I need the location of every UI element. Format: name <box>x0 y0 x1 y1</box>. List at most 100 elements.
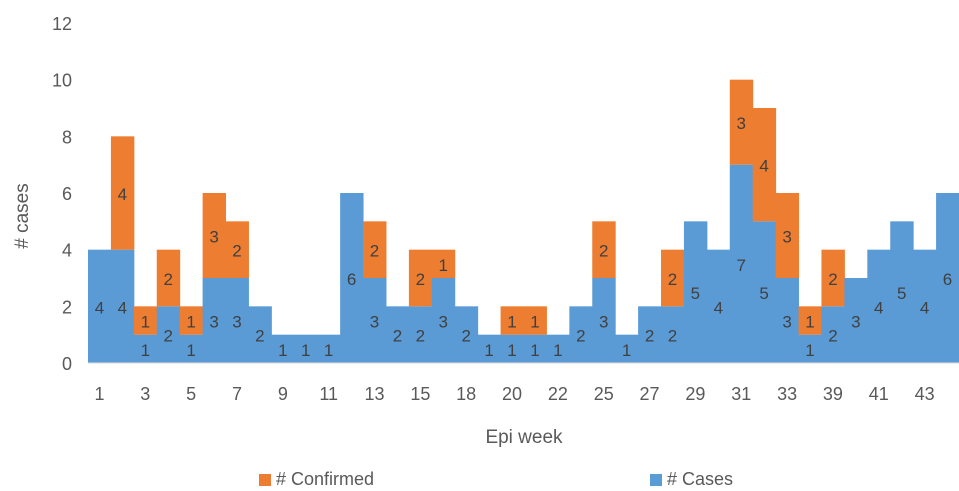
bar-cases <box>752 221 777 363</box>
data-label-cases: 1 <box>805 341 814 360</box>
x-tick-label: 9 <box>278 384 288 404</box>
bar-confirmed <box>592 221 616 278</box>
data-label-confirmed: 2 <box>599 242 608 261</box>
bar-cases <box>408 306 433 363</box>
data-label-cases: 3 <box>209 313 218 332</box>
data-label-cases: 3 <box>370 313 379 332</box>
data-label-cases: 4 <box>874 298 883 317</box>
x-axis-title: Epi week <box>485 427 563 448</box>
x-tick-label: 20 <box>502 384 522 404</box>
data-label-cases: 3 <box>599 313 608 332</box>
x-tick-label: 5 <box>186 384 196 404</box>
data-label-cases: 5 <box>691 284 700 303</box>
bar-confirmed <box>408 249 433 307</box>
data-label-confirmed: 1 <box>507 313 516 332</box>
data-label-cases: 1 <box>301 341 310 360</box>
data-label-cases: 3 <box>851 313 860 332</box>
bar-cases <box>683 221 708 363</box>
data-label-cases: 6 <box>347 270 356 289</box>
legend: # Confirmed # Cases <box>259 469 733 489</box>
data-label-confirmed: 4 <box>118 185 127 204</box>
y-tick-label: 10 <box>52 71 72 91</box>
bar-confirmed <box>363 221 387 278</box>
data-label-confirmed: 1 <box>186 313 195 332</box>
bar-cases <box>294 334 318 363</box>
bar-confirmed <box>821 249 845 307</box>
data-label-cases: 2 <box>255 327 264 346</box>
bar-cases <box>225 278 249 363</box>
bar-cases <box>110 249 135 363</box>
bar-cases <box>569 306 593 363</box>
data-label-cases: 3 <box>439 313 448 332</box>
bar-cases <box>890 221 914 363</box>
bar-confirmed <box>752 108 777 222</box>
bar-confirmed <box>110 136 135 250</box>
data-label-cases: 2 <box>163 327 172 346</box>
bar-cases <box>821 306 845 363</box>
data-label-cases: 7 <box>737 256 746 275</box>
bar-cases <box>592 278 616 363</box>
x-tick-label: 43 <box>915 384 935 404</box>
data-label-confirmed: 2 <box>668 270 677 289</box>
bar-confirmed <box>523 306 547 335</box>
data-label-cases: 4 <box>920 298 929 317</box>
bar-cases <box>615 334 639 363</box>
data-label-confirmed: 4 <box>759 157 768 176</box>
bar-cases <box>156 306 181 363</box>
data-label-cases: 4 <box>95 298 104 317</box>
data-label-confirmed: 1 <box>439 256 448 275</box>
bar-cases <box>867 249 891 363</box>
bar-cases <box>729 164 754 363</box>
data-label-confirmed: 2 <box>416 270 425 289</box>
bar-cases <box>88 249 112 363</box>
x-tick-label: 15 <box>410 384 430 404</box>
x-tick-label: 7 <box>232 384 242 404</box>
bar-cases <box>454 306 479 363</box>
data-label-cases: 1 <box>186 341 195 360</box>
bar-cases <box>706 249 731 363</box>
bar-confirmed <box>225 221 249 278</box>
data-label-cases: 2 <box>645 327 654 346</box>
data-label-cases: 4 <box>118 298 127 317</box>
bar-cases <box>546 334 570 363</box>
bar-cases <box>202 278 227 363</box>
x-tick-label: 29 <box>685 384 705 404</box>
data-label-cases: 1 <box>278 341 287 360</box>
bar-cases <box>523 334 547 363</box>
data-label-cases: 2 <box>461 327 470 346</box>
data-label-confirmed: 3 <box>737 114 746 133</box>
x-tick-label: 18 <box>456 384 476 404</box>
bar-cases <box>431 278 456 363</box>
data-label-confirmed: 2 <box>232 242 241 261</box>
data-label-confirmed: 3 <box>782 228 791 247</box>
y-tick-label: 2 <box>62 297 72 317</box>
x-tick-label: 3 <box>140 384 150 404</box>
x-tick-label: 27 <box>640 384 660 404</box>
bar-confirmed <box>133 306 158 335</box>
bar-cases <box>385 306 410 363</box>
bar-cases <box>317 334 341 363</box>
legend-label-confirmed: # Confirmed <box>276 469 374 489</box>
bar-confirmed <box>202 193 227 278</box>
bar-cases <box>363 278 387 363</box>
bar-cases <box>661 306 685 363</box>
bar-confirmed <box>798 306 822 335</box>
x-tick-label: 22 <box>548 384 568 404</box>
data-label-confirmed: 1 <box>141 313 150 332</box>
data-label-cases: 3 <box>232 313 241 332</box>
data-label-confirmed: 1 <box>530 313 539 332</box>
bar-confirmed <box>500 306 524 335</box>
x-tick-label: 13 <box>364 384 384 404</box>
bar-cases <box>179 334 204 363</box>
bar-confirmed <box>156 249 181 307</box>
data-label-cases: 1 <box>324 341 333 360</box>
y-tick-label: 12 <box>52 14 72 34</box>
data-label-cases: 2 <box>668 327 677 346</box>
x-tick-label: 31 <box>731 384 751 404</box>
y-tick-label: 6 <box>62 184 72 204</box>
y-tick-label: 0 <box>62 354 72 374</box>
data-label-confirmed: 2 <box>828 270 837 289</box>
data-label-cases: 1 <box>484 341 493 360</box>
data-label-confirmed: 1 <box>805 313 814 332</box>
